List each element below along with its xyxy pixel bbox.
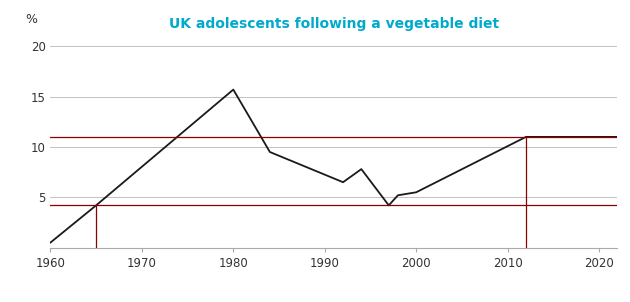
Title: UK adolescents following a vegetable diet: UK adolescents following a vegetable die… — [169, 17, 499, 31]
Text: %: % — [25, 13, 37, 26]
